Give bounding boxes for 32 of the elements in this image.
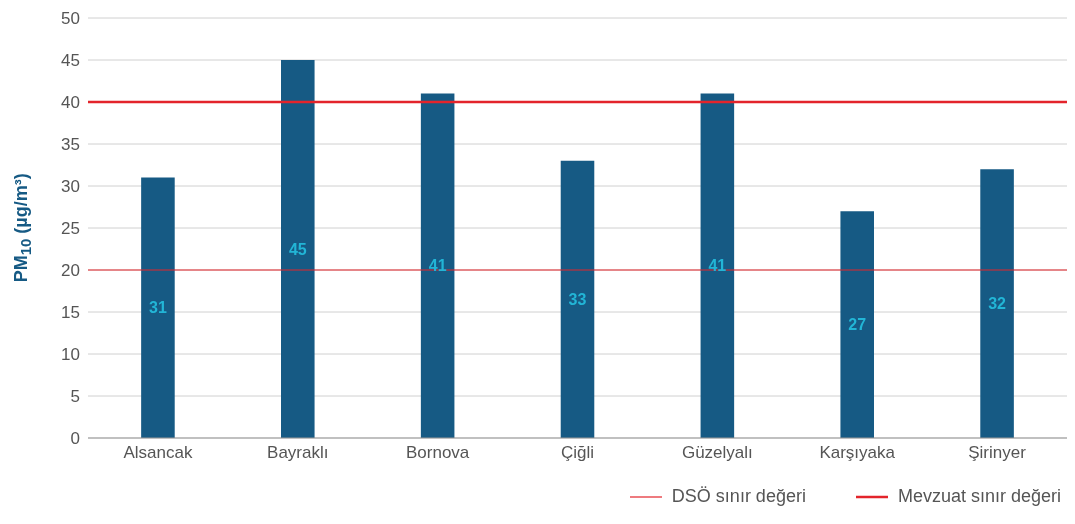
x-tick-label: Şirinyer	[968, 443, 1027, 463]
y-tick-label: 30	[61, 177, 80, 197]
data-label: 31	[149, 299, 167, 317]
data-label: 33	[568, 291, 587, 309]
legend-label: Mevzuat sınır değeri	[897, 486, 1061, 507]
y-tick-label: 10	[61, 345, 80, 365]
bar	[980, 169, 1014, 438]
x-tick-label: Bornova	[405, 443, 470, 463]
legend-label: DSÖ sınır değeri	[671, 486, 806, 507]
y-tick-label: 0	[70, 429, 80, 449]
y-tick-label: 15	[61, 303, 80, 323]
y-tick-label: 50	[61, 9, 80, 29]
x-tick-label: Bayraklı	[267, 443, 329, 463]
x-tick-label: Alsancak	[123, 443, 193, 463]
data-label: 27	[848, 316, 867, 334]
x-tick-label: Çiğli	[560, 443, 595, 463]
y-tick-label: 25	[61, 219, 80, 239]
y-tick-label: 35	[61, 135, 80, 155]
y-tick-label: 40	[61, 93, 80, 113]
data-label: 32	[988, 295, 1007, 313]
bar	[560, 160, 595, 438]
y-tick-label: 20	[61, 261, 80, 281]
bar	[281, 60, 315, 438]
y-tick-label: 5	[70, 387, 80, 407]
bar	[141, 177, 175, 438]
bar	[420, 93, 455, 438]
bar	[700, 93, 735, 438]
x-tick-label: Karşıyaka	[819, 443, 896, 463]
x-tick-label: Güzelyalı	[681, 443, 753, 463]
data-label: 45	[288, 240, 307, 258]
bar	[840, 211, 874, 438]
y-tick-label: 45	[61, 51, 80, 71]
